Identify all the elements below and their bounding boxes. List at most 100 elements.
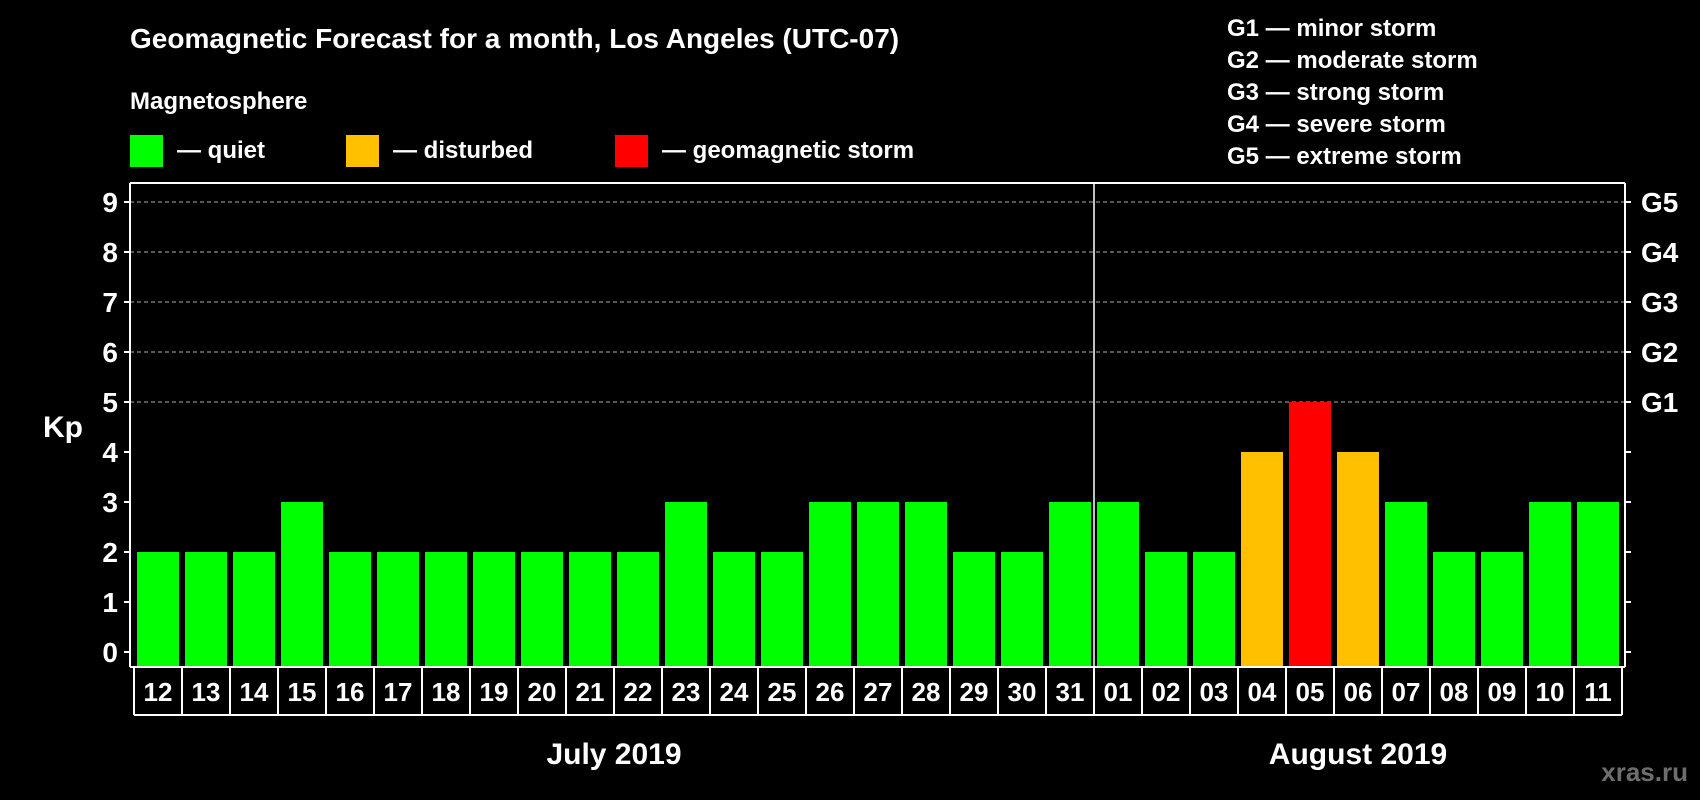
month-label: July 2019 [546,738,681,771]
x-tick-label-25: 25 [768,677,797,707]
y-tick-label: 3 [102,487,118,518]
bar-01 [1097,502,1139,667]
bar-13 [185,552,227,667]
bar-10 [1529,502,1571,667]
x-tick-label-01: 01 [1104,677,1133,707]
bar-19 [473,552,515,667]
bar-09 [1481,552,1523,667]
y-tick-label: 2 [102,537,118,568]
x-tick-label-26: 26 [816,677,845,707]
legend-label-disturbed: — disturbed [393,137,533,164]
bar-21 [569,552,611,667]
x-tick-label-20: 20 [528,677,557,707]
x-tick-label-21: 21 [576,677,605,707]
bar-29 [953,552,995,667]
storm-axis-label-g4: G4 [1641,237,1679,268]
x-tick-label-30: 30 [1008,677,1037,707]
y-tick-label: 5 [102,387,118,418]
bar-14 [233,552,275,667]
bar-17 [377,552,419,667]
x-tick-label-14: 14 [240,677,269,707]
x-tick-label-07: 07 [1392,677,1421,707]
bar-22 [617,552,659,667]
month-labels: July 2019 August 2019 [546,738,1447,771]
storm-scale-item: G1 — minor storm [1227,15,1436,42]
bar-30 [1001,552,1043,667]
bar-15 [281,502,323,667]
bar-18 [425,552,467,667]
x-tick-label-02: 02 [1152,677,1181,707]
x-tick-label-04: 04 [1248,677,1277,707]
x-tick-label-16: 16 [336,677,365,707]
x-tick-label-13: 13 [192,677,221,707]
legend-title: Magnetosphere [130,88,307,115]
watermark: xras.ru [1601,757,1688,787]
x-tick-label-15: 15 [288,677,317,707]
bar-23 [665,502,707,667]
legend-swatch-disturbed [346,135,379,167]
x-tick-label-09: 09 [1488,677,1517,707]
x-tick-label-31: 31 [1056,677,1085,707]
bar-02 [1145,552,1187,667]
x-tick-label-23: 23 [672,677,701,707]
x-tick-label-29: 29 [960,677,989,707]
storm-scale-item: G4 — severe storm [1227,111,1446,138]
legend-swatch-quiet [130,135,163,167]
storm-scale-legend: G1 — minor storm G2 — moderate storm G3 — … [1227,15,1478,170]
x-tick-label-24: 24 [720,677,749,707]
storm-axis-label-g1: G1 [1641,387,1678,418]
bar-20 [521,552,563,667]
y-tick-label: 0 [102,637,118,668]
bar-31 [1049,502,1091,667]
x-tick-label-06: 06 [1344,677,1373,707]
month-label: August 2019 [1269,738,1447,771]
bars [137,402,1619,667]
y-axis-label: Kp [43,411,83,444]
storm-scale-item: G3 — strong storm [1227,79,1444,106]
bar-28 [905,502,947,667]
x-tick-label-11: 11 [1584,677,1612,707]
axes: 0 1 2 3 4 5 6 7 8 9 G1 G2 G3 G4 G5 [102,182,1679,668]
bar-03 [1193,552,1235,667]
bar-25 [761,552,803,667]
y-tick-label: 9 [102,187,118,218]
bar-24 [713,552,755,667]
y-tick-label: 4 [102,437,118,468]
y-tick-label: 1 [102,587,118,618]
x-tick-label-12: 12 [144,677,173,707]
legend-label-quiet: — quiet [177,137,265,164]
x-tick-label-03: 03 [1200,677,1229,707]
storm-scale-item: G2 — moderate storm [1227,47,1478,74]
bar-27 [857,502,899,667]
y-tick-label: 7 [102,287,118,318]
y-tick-label: 6 [102,337,118,368]
bar-08 [1433,552,1475,667]
legend: — quiet — disturbed — geomagnetic storm [130,135,914,167]
bar-06 [1337,452,1379,667]
legend-label-storm: — geomagnetic storm [662,137,914,164]
x-tick-label-22: 22 [624,677,653,707]
legend-swatch-storm [615,135,648,167]
x-tick-label-10: 10 [1536,677,1565,707]
x-tick-label-28: 28 [912,677,941,707]
bar-11 [1577,502,1619,667]
chart-title: Geomagnetic Forecast for a month, Los An… [130,23,899,54]
bar-16 [329,552,371,667]
x-tick-label-17: 17 [384,677,413,707]
x-category-labels: 12 13 14 15 16 17 18 19 20 21 22 23 24 25 26 27 28 29 30 31… [133,667,1623,716]
bar-07 [1385,502,1427,667]
bar-12 [137,552,179,667]
bar-05 [1289,402,1331,667]
bar-26 [809,502,851,667]
x-tick-label-08: 08 [1440,677,1469,707]
storm-axis-label-g3: G3 [1641,287,1678,318]
bar-04 [1241,452,1283,667]
storm-axis-label-g5: G5 [1641,187,1678,218]
x-tick-label-05: 05 [1296,677,1325,707]
x-tick-label-18: 18 [432,677,461,707]
x-tick-label-27: 27 [864,677,893,707]
storm-scale-item: G5 — extreme storm [1227,143,1462,170]
y-tick-label: 8 [102,237,118,268]
storm-axis-label-g2: G2 [1641,337,1678,368]
